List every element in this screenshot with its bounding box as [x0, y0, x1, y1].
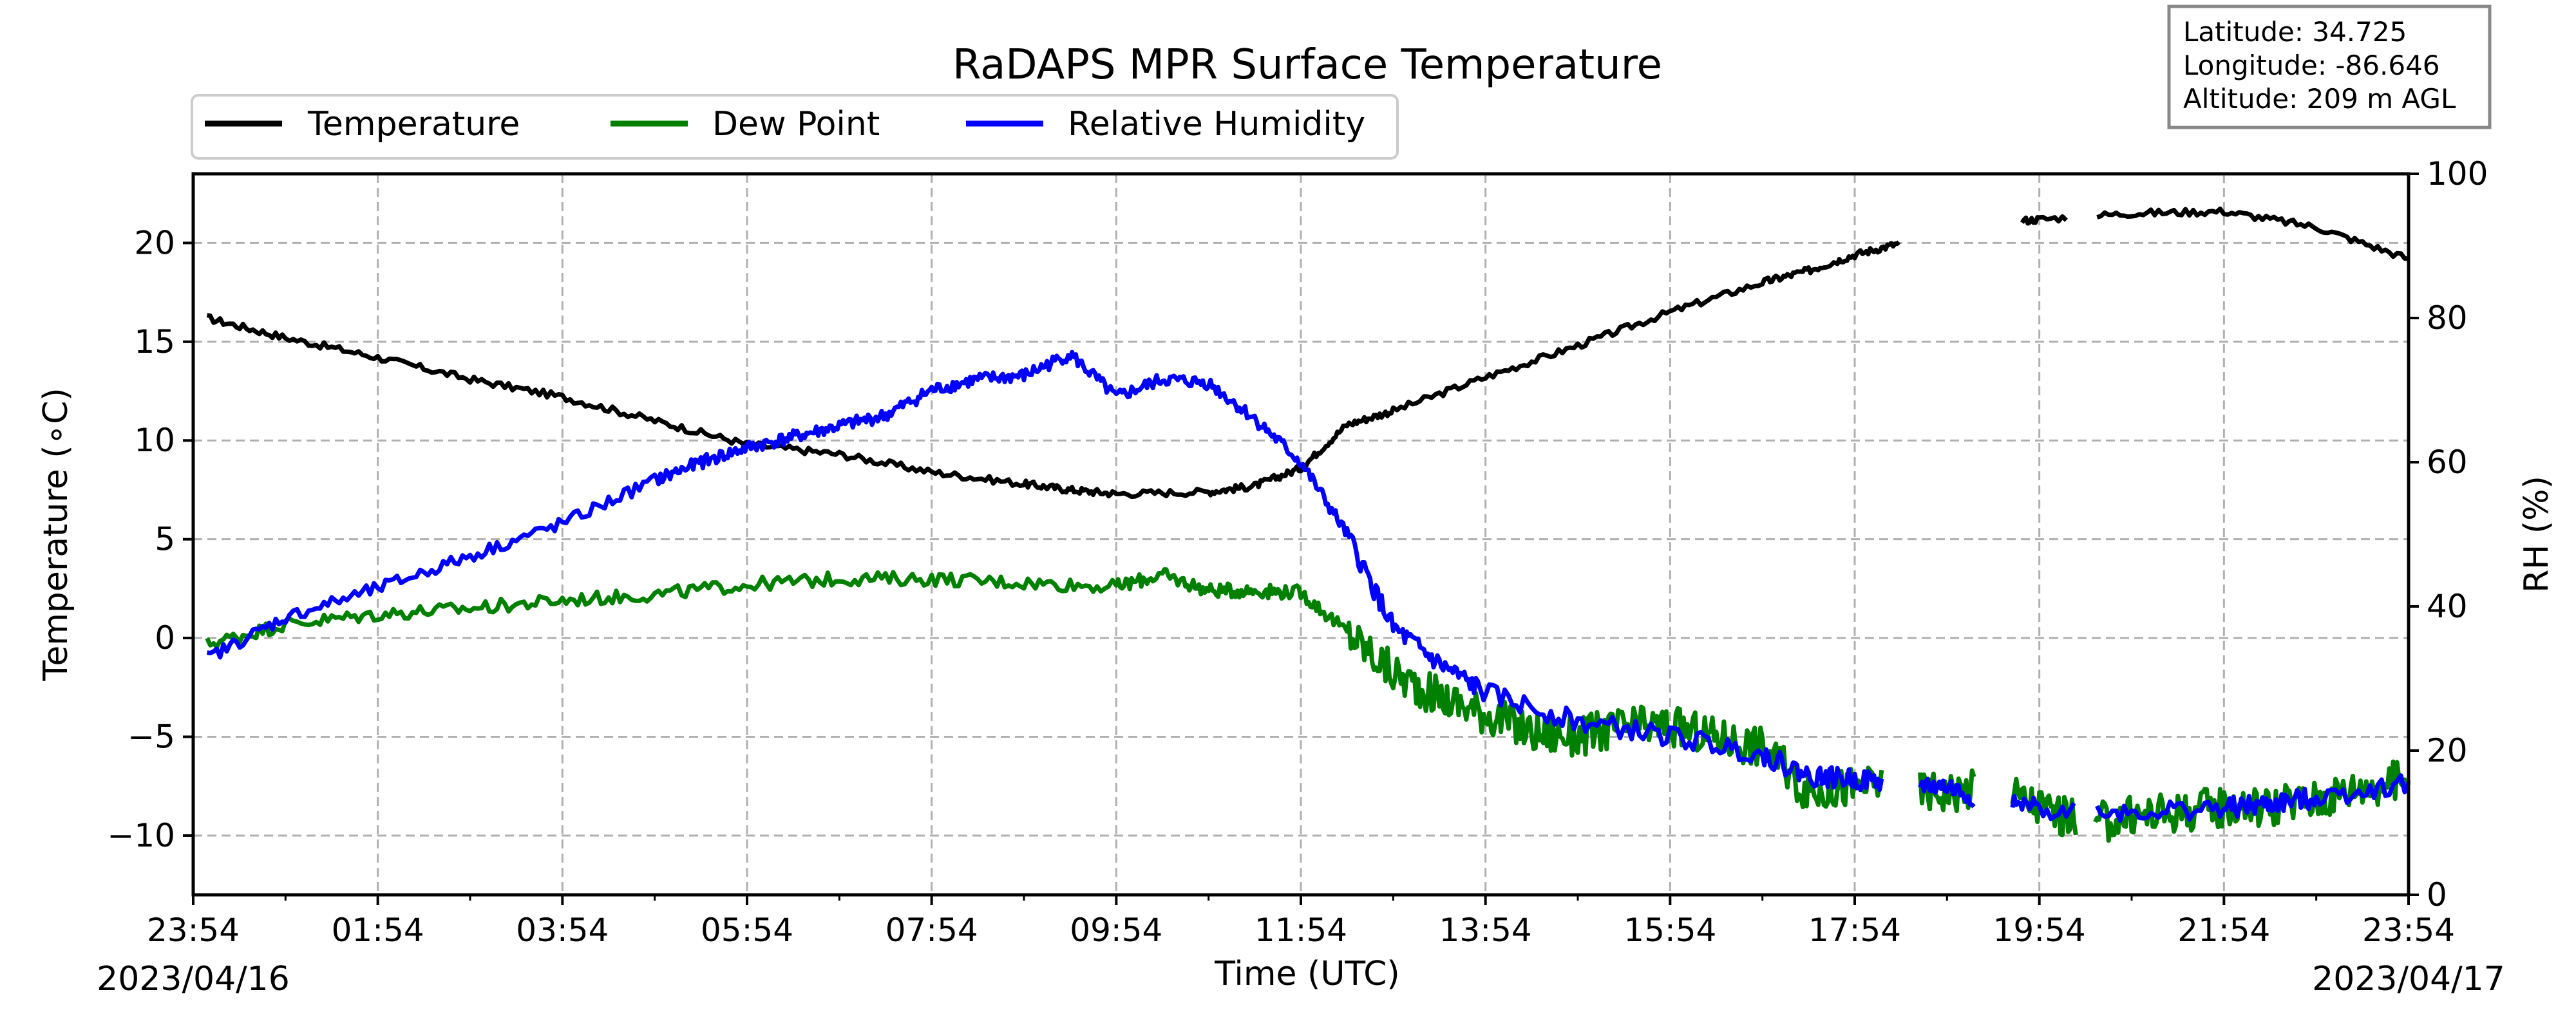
y-right-tick-label: 40 — [2427, 588, 2468, 625]
y-right-tick-label: 80 — [2427, 299, 2468, 337]
start-date-label: 2023/04/16 — [97, 960, 290, 998]
x-tick-label: 11:54 — [1255, 912, 1347, 949]
y-left-tick-label: −5 — [128, 718, 175, 756]
y-right-tick-label: 20 — [2427, 732, 2468, 769]
right-axis-ticks: 0 20 40 60 80 100 — [2409, 155, 2488, 913]
x-tick-label: 03:54 — [516, 912, 609, 949]
x-tick-label: 01:54 — [332, 912, 424, 949]
grid-lines — [193, 174, 2409, 895]
info-box-frame — [2167, 5, 2492, 129]
x-axis-ticks: 23:54 01:54 03:54 05:54 07:54 09:54 11:54 13:54… — [147, 895, 2455, 949]
y-right-tick-label: 0 — [2427, 876, 2447, 913]
x-tick-label: 13:54 — [1439, 912, 1532, 949]
x-tick-label: 09:54 — [1070, 912, 1162, 949]
series-line-relative-humidity — [206, 350, 2411, 823]
y-right-tick-label: 60 — [2427, 444, 2468, 481]
y-axis-right-title: RH (%) — [2517, 476, 2556, 593]
x-tick-label: 15:54 — [1624, 912, 1716, 949]
x-tick-label: 21:54 — [2177, 912, 2270, 949]
x-tick-label: 17:54 — [1808, 912, 1901, 949]
y-left-tick-label: −10 — [107, 817, 175, 854]
x-tick-label: 05:54 — [701, 912, 793, 949]
y-left-tick-label: 5 — [155, 521, 175, 558]
legend-label-dew-point: Dew Point — [712, 105, 880, 144]
legend-label-relative-humidity: Relative Humidity — [1068, 105, 1365, 144]
series-line-temperature — [206, 206, 2409, 500]
info-longitude: Longitude: -86.646 — [2183, 50, 2440, 81]
info-altitude: Altitude: 209 m AGL — [2183, 83, 2456, 115]
x-tick-label: 07:54 — [886, 912, 978, 949]
info-latitude: Latitude: 34.725 — [2183, 16, 2407, 48]
legend-label-temperature: Temperature — [307, 105, 520, 144]
info-box: Latitude: 34.725 Longitude: -86.646 Alti… — [2167, 5, 2492, 129]
legend-frame — [191, 94, 1399, 160]
series-lines — [205, 206, 2411, 843]
x-tick-label: 23:54 — [147, 912, 240, 949]
legend: Temperature Dew Point Relative Humidity — [191, 94, 1399, 160]
x-tick-label: 19:54 — [1993, 912, 2086, 949]
y-right-tick-label: 100 — [2427, 155, 2488, 192]
y-left-tick-label: 20 — [134, 224, 175, 261]
y-axis-left-title: Temperature (∘C) — [37, 388, 75, 681]
end-date-label: 2023/04/17 — [2312, 960, 2505, 998]
left-axis-ticks: −10 −5 0 5 10 15 20 — [107, 224, 193, 854]
y-left-tick-label: 0 — [155, 619, 175, 657]
x-axis-title: Time (UTC) — [1214, 955, 1399, 993]
y-left-tick-label: 15 — [134, 323, 175, 360]
y-left-tick-label: 10 — [134, 422, 175, 459]
chart-title: RaDAPS MPR Surface Temperature — [952, 41, 1662, 89]
x-tick-label: 23:54 — [2362, 912, 2455, 949]
series-line-dew-point — [205, 567, 2411, 843]
